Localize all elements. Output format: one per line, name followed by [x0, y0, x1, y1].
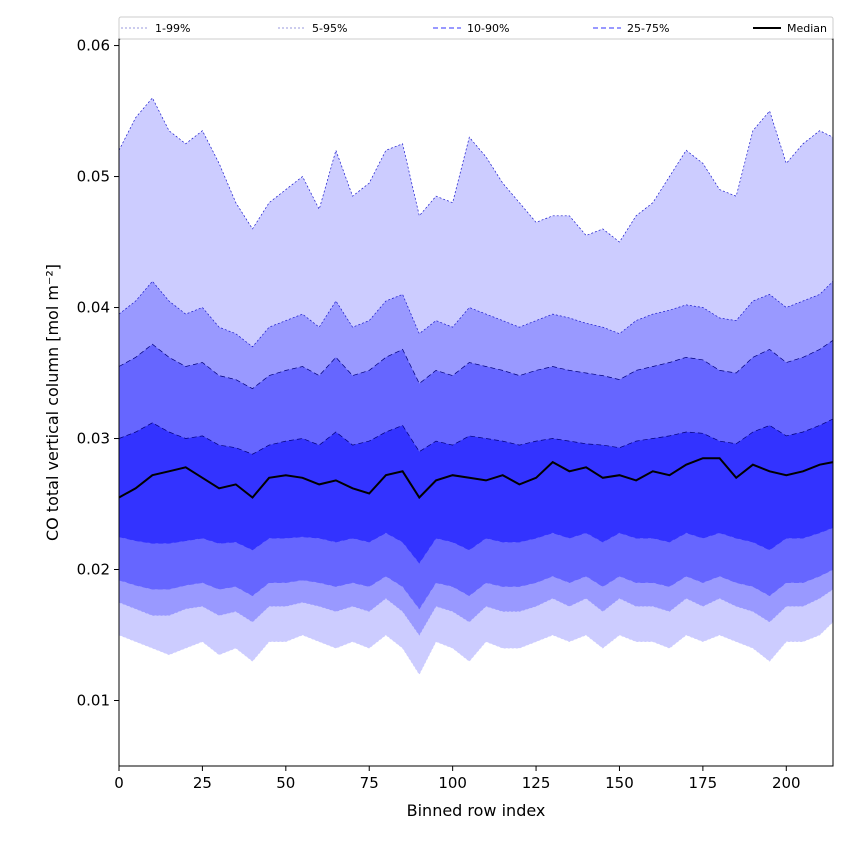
x-tick-label: 150: [605, 774, 634, 792]
x-tick-label: 25: [193, 774, 212, 792]
band-upper-edge-10-90%: [118, 340, 834, 390]
x-tick-label: 100: [438, 774, 467, 792]
legend-box: [118, 16, 834, 40]
x-tick-label: 75: [360, 774, 379, 792]
x-tick-label: 200: [772, 774, 801, 792]
y-tick-label: 0.04: [77, 299, 110, 317]
legend-label-Median: Median: [787, 22, 827, 35]
x-axis-label: Binned row index: [407, 801, 546, 820]
x-tick-label: 125: [522, 774, 551, 792]
band-lower-edge-1-99%: [118, 621, 834, 676]
legend-label-5-95%: 5-95%: [312, 22, 347, 35]
y-tick-label: 0.03: [77, 430, 110, 448]
legend: 1-99% 5-95% 10-90% 25-75% Median: [118, 16, 834, 40]
legend-label-25-75%: 25-75%: [627, 22, 669, 35]
median-layer: [118, 457, 834, 500]
band-lower-edge-25-75%: [118, 527, 834, 564]
y-tick-label: 0.02: [77, 561, 110, 579]
x-tick-label: 0: [114, 774, 124, 792]
percentile-bands: [118, 97, 834, 676]
x-axis-ticks: 0 25 50 75 100 125 150 175 200: [114, 766, 801, 792]
x-tick-label: 50: [276, 774, 295, 792]
legend-label-10-90%: 10-90%: [467, 22, 509, 35]
band-25-75%: [119, 418, 833, 563]
band-lower-edge-10-90%: [118, 569, 834, 610]
y-tick-label: 0.06: [77, 37, 110, 55]
legend-label-1-99%: 1-99%: [155, 22, 190, 35]
y-axis-ticks: 0.01 0.02 0.03 0.04 0.05 0.06: [77, 37, 119, 710]
median-line: [118, 457, 834, 500]
x-tick-label: 175: [689, 774, 718, 792]
y-axis-label: CO total vertical column [mol m⁻²]: [43, 264, 62, 541]
band-upper-edge-25-75%: [118, 418, 834, 455]
band-upper-edge-5-95%: [118, 280, 834, 348]
y-tick-label: 0.01: [77, 692, 110, 710]
y-tick-label: 0.05: [77, 168, 110, 186]
